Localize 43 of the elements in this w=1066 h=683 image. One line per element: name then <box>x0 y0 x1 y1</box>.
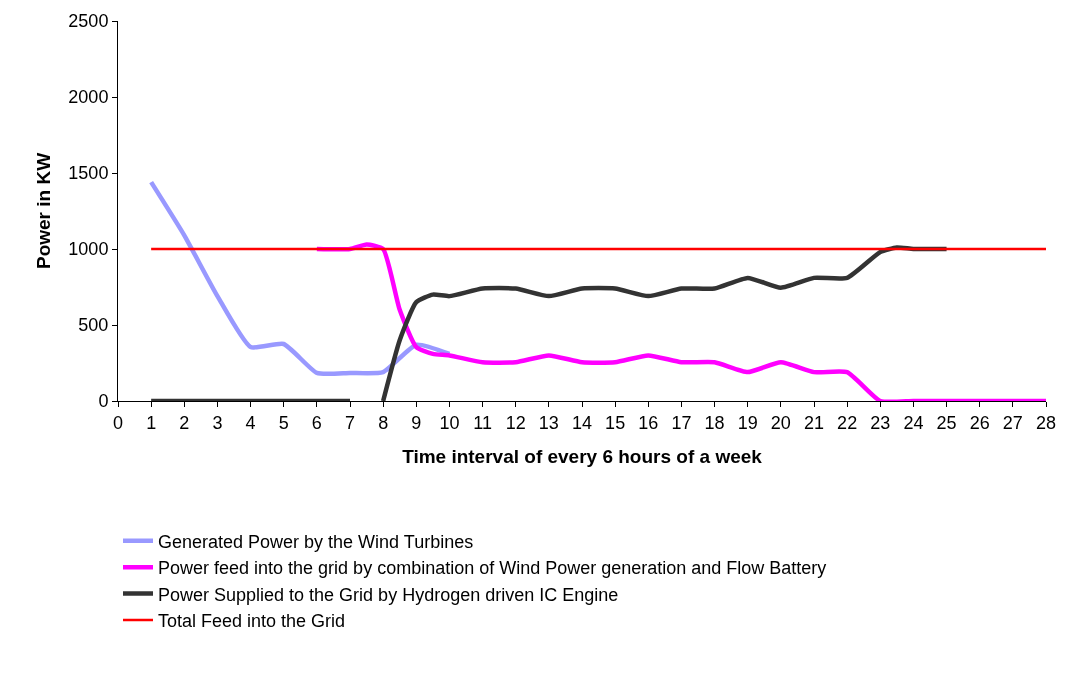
x-tick-label: 15 <box>605 412 626 433</box>
legend-label: Total Feed into the Grid <box>158 611 346 632</box>
y-tick-label: 1000 <box>68 239 109 260</box>
x-tick-label: 16 <box>638 412 659 433</box>
x-tick-label: 28 <box>1035 412 1057 433</box>
x-tick-label: 12 <box>505 412 526 433</box>
x-tick-label: 11 <box>473 412 492 433</box>
legend-label: Power feed into the grid by combination of Wind Power generation and Flow Battery <box>158 558 827 579</box>
x-tick-label: 20 <box>770 412 791 433</box>
x-tick-label: 2 <box>179 412 190 433</box>
x-tick-label: 26 <box>969 412 990 433</box>
x-tick-label: 3 <box>212 412 223 433</box>
y-tick-label: 500 <box>78 315 109 336</box>
line-series <box>314 242 1046 401</box>
x-tick-label: 8 <box>378 412 389 433</box>
x-tick-label: 9 <box>411 412 422 433</box>
x-tick-label: 1 <box>146 412 157 433</box>
y-tick-label: 2500 <box>68 11 109 32</box>
y-axis-title: Power in KW <box>33 152 55 270</box>
y-tick-label: 2000 <box>68 87 109 108</box>
x-tick-label: 10 <box>439 412 460 433</box>
x-tick-label: 24 <box>903 412 924 433</box>
x-tick-label: 4 <box>245 412 256 433</box>
x-tick-label: 14 <box>571 412 593 433</box>
x-tick-label: 21 <box>803 412 825 433</box>
x-tick-label: 23 <box>870 412 891 433</box>
x-tick-label: 18 <box>704 412 725 433</box>
x-tick-label: 7 <box>344 412 356 433</box>
line-series <box>148 179 452 376</box>
x-tick-label: 13 <box>538 412 559 433</box>
x-tick-label: 27 <box>1002 412 1023 433</box>
x-tick-label: 25 <box>936 412 957 433</box>
x-tick-label: 17 <box>671 412 692 433</box>
legend-label: Power Supplied to the Grid by Hydrogen driven IC Engine <box>158 584 619 605</box>
y-tick-label: 0 <box>98 391 109 412</box>
x-tick-label: 19 <box>737 412 758 433</box>
x-tick-label: 5 <box>278 412 289 433</box>
x-tick-label: 0 <box>112 412 124 433</box>
x-tick-label: 22 <box>837 412 858 433</box>
y-tick-label: 1500 <box>68 163 109 184</box>
x-tick-label: 6 <box>311 412 322 433</box>
x-axis-title: Time interval of every 6 hours of a week <box>402 446 763 468</box>
legend-label: Generated Power by the Wind Turbines <box>158 531 474 552</box>
